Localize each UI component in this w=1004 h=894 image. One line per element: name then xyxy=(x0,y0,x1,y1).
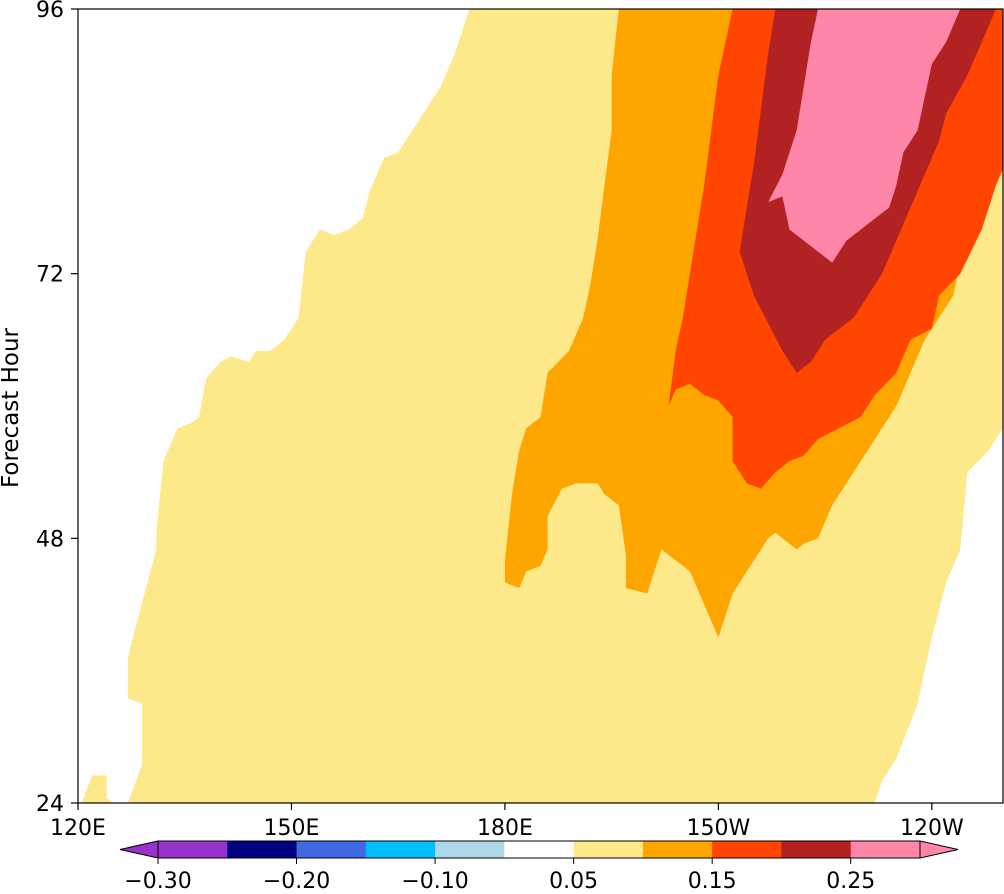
x-tick-label-3: 150W xyxy=(687,816,751,841)
colorbar-frame xyxy=(157,840,921,859)
y-axis-label: Forecast Hour xyxy=(0,327,24,488)
colorbar-segment-5 xyxy=(504,841,575,858)
colorbar-tick-label-0: −0.30 xyxy=(124,869,191,894)
plot-frame xyxy=(77,8,1004,804)
colorbar-extend-low xyxy=(119,840,159,859)
colorbar-segment-10 xyxy=(850,841,921,858)
contour-fill-4 xyxy=(768,9,961,263)
colorbar-tick-label-4: 0.15 xyxy=(688,869,737,894)
colorbar-segment-4 xyxy=(435,841,505,858)
x-tick-label-2: 180E xyxy=(477,816,533,841)
x-tick-label-1: 150E xyxy=(264,816,320,841)
colorbar-segment-3 xyxy=(365,841,436,858)
colorbar-segment-1 xyxy=(227,841,298,858)
y-tick-label-0: 24 xyxy=(36,792,64,817)
y-tick-label-1: 48 xyxy=(36,527,64,552)
colorbar-tick-label-5: 0.25 xyxy=(826,869,875,894)
x-tick-label-0: 120E xyxy=(50,816,106,841)
colorbar-segment-9 xyxy=(781,841,852,858)
colorbar-segment-0 xyxy=(158,841,228,858)
colorbar-segment-6 xyxy=(573,841,644,858)
colorbar-tick-label-3: 0.05 xyxy=(549,869,598,894)
x-tick-label-4: 120W xyxy=(900,816,964,841)
y-tick-label-3: 96 xyxy=(36,0,64,23)
colorbar-segment-8 xyxy=(712,841,782,858)
colorbar-extend-high xyxy=(919,840,959,859)
plot-area xyxy=(78,9,1003,803)
axes: 120E 150E 180E 150W 120W 24 48 72 96 xyxy=(36,0,1004,841)
y-tick-label-2: 72 xyxy=(36,263,64,288)
colorbar-segment-7 xyxy=(642,841,713,858)
colorbar: −0.30 −0.20 −0.10 0.05 0.15 0.25 xyxy=(119,840,959,894)
colorbar-segment-2 xyxy=(296,841,367,858)
colorbar-tick-label-2: −0.10 xyxy=(401,869,468,894)
colorbar-tick-label-1: −0.20 xyxy=(263,869,330,894)
